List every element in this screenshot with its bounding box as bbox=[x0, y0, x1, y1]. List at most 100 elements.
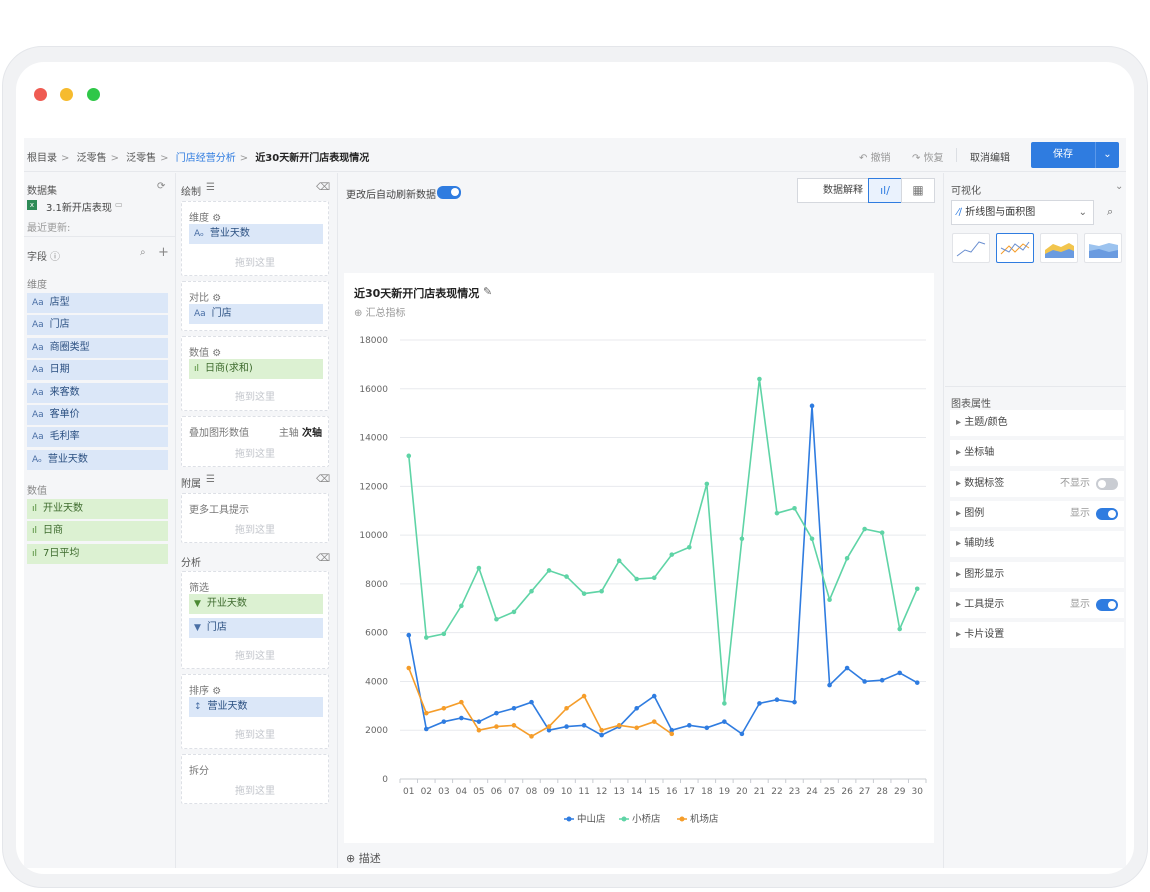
draw-title: 绘制 bbox=[181, 187, 201, 198]
divider bbox=[956, 148, 957, 162]
split-slot[interactable]: 拆分 拖到这里 bbox=[181, 754, 329, 804]
filter-pill-days[interactable]: ▼ 开业天数 bbox=[189, 594, 323, 614]
chevron-down-icon[interactable]: ⌄ bbox=[1095, 142, 1119, 168]
prop-item[interactable]: ▸ 坐标轴 bbox=[950, 440, 1124, 467]
filter-pill-store[interactable]: ▼ 门店 bbox=[189, 618, 323, 638]
overlay-slot[interactable]: 叠加图形数值 主轴 次轴 拖到这里 bbox=[181, 416, 329, 467]
prop-item[interactable]: ▸ 工具提示 显示 bbox=[950, 591, 1124, 618]
dimension-field-item[interactable]: Aₒ 营业天数 bbox=[27, 449, 168, 470]
prop-toggle[interactable] bbox=[1096, 598, 1118, 611]
axis-switch[interactable]: 主轴 次轴 bbox=[278, 428, 322, 439]
multi-line-chart-thumb[interactable] bbox=[996, 233, 1034, 263]
search-icon[interactable]: ⌕ bbox=[140, 247, 146, 258]
close-window-icon[interactable] bbox=[34, 88, 47, 101]
crumb-retail[interactable]: 泛零售 bbox=[76, 153, 107, 164]
info-icon[interactable]: ⓘ bbox=[50, 252, 60, 263]
sort-slot[interactable]: 排序 ⚙ ↕ 营业天数 拖到这里 bbox=[181, 674, 329, 749]
prop-item[interactable]: ▸ 辅助线 bbox=[950, 531, 1124, 558]
chevron-down-icon[interactable]: ⌄ bbox=[1115, 181, 1124, 192]
filter-slot[interactable]: 筛选 ▼ 开业天数 ▼ 门店 拖到这里 bbox=[181, 571, 329, 669]
dimension-slot[interactable]: 维度 ⚙ Aₒ 营业天数 拖到这里 bbox=[181, 201, 329, 276]
refresh-icon[interactable]: ⟳ bbox=[157, 181, 166, 192]
minimize-window-icon[interactable] bbox=[60, 88, 73, 101]
value-slot[interactable]: 数值 ⚙ ıl 日商(求和) 拖到这里 bbox=[181, 336, 329, 411]
x-tick-label: 24 bbox=[806, 787, 818, 797]
maximize-window-icon[interactable] bbox=[87, 88, 100, 101]
summary-metric-button[interactable]: ⊕ 汇总指标 bbox=[354, 308, 406, 319]
settings-icon[interactable]: ☰ bbox=[206, 474, 215, 485]
dimension-pill[interactable]: Aₒ 营业天数 bbox=[189, 224, 323, 244]
dimension-field-item[interactable]: Aa 来客数 bbox=[27, 382, 168, 403]
crumb-store-analysis[interactable]: 门店经营分析 bbox=[175, 153, 236, 164]
dimension-field-item[interactable]: Aa 门店 bbox=[27, 315, 168, 336]
data-point bbox=[406, 665, 412, 671]
measure-field-item[interactable]: ıl 7日平均 bbox=[27, 543, 168, 564]
dimension-field-item[interactable]: Aa 毛利率 bbox=[27, 427, 168, 448]
crumb-retail-2[interactable]: 泛零售 bbox=[126, 153, 157, 164]
series-line bbox=[408, 667, 673, 738]
auto-refresh-toggle[interactable] bbox=[437, 186, 461, 199]
data-point bbox=[476, 565, 482, 571]
clear-icon[interactable]: ⌫ bbox=[316, 553, 331, 564]
line-chart-thumb[interactable] bbox=[952, 233, 990, 263]
dimension-icon: Aₒ bbox=[194, 229, 204, 239]
chart-props-title: 图表属性 bbox=[951, 399, 991, 410]
redo-button[interactable]: ↷ 恢复 bbox=[912, 153, 944, 164]
dimension-field-item[interactable]: Aa 店型 bbox=[27, 293, 168, 313]
data-point bbox=[441, 705, 447, 711]
table-view-icon[interactable]: ▦ bbox=[901, 178, 935, 203]
dimension-field-item[interactable]: Aa 客单价 bbox=[27, 405, 168, 425]
save-button[interactable]: 保存 ⌄ bbox=[1031, 142, 1119, 168]
chart-type-select[interactable]: ⁄∕ 折线图与面积图 ⌄ bbox=[951, 200, 1094, 225]
data-point bbox=[424, 710, 429, 716]
chart-view-icon[interactable]: ıl∕ bbox=[868, 178, 902, 203]
viz-title: 可视化 bbox=[951, 186, 981, 197]
text-field-icon: Aa bbox=[194, 309, 206, 319]
data-point bbox=[581, 723, 587, 728]
viz-panel: 可视化 ⌄ ⁄∕ 折线图与面积图 ⌄ ⌕ 图表属性 ▸ 主题/颜色 ▸ 坐标轴 ▸ … bbox=[945, 173, 1126, 868]
tooltip-slot[interactable]: 更多工具提示 拖到这里 bbox=[181, 493, 329, 543]
compare-pill[interactable]: Aa 门店 bbox=[189, 304, 323, 324]
prop-item[interactable]: ▸ 卡片设置 bbox=[950, 622, 1124, 649]
prop-toggle[interactable] bbox=[1096, 477, 1118, 490]
area-chart-thumb[interactable] bbox=[1040, 233, 1078, 263]
data-point bbox=[564, 574, 569, 579]
prop-item[interactable]: ▸ 主题/颜色 bbox=[950, 410, 1124, 436]
data-point bbox=[687, 545, 692, 550]
search-icon[interactable]: ⌕ bbox=[1107, 205, 1114, 218]
auto-refresh-label: 更改后自动刷新数据 bbox=[346, 190, 436, 201]
clear-icon[interactable]: ⌫ bbox=[316, 474, 331, 485]
edit-title-icon[interactable]: ✎ bbox=[483, 285, 493, 298]
undo-button[interactable]: ↶ 撤销 bbox=[859, 153, 891, 164]
add-icon[interactable]: + bbox=[158, 245, 169, 260]
describe-button[interactable]: ⊕ 描述 bbox=[346, 852, 381, 865]
measure-field-item[interactable]: ıl 日商 bbox=[27, 521, 168, 542]
data-point bbox=[757, 701, 762, 706]
fields-title: 字段 bbox=[27, 252, 47, 263]
gear-icon: ⚙ bbox=[212, 686, 222, 697]
prop-item[interactable]: ▸ 图形显示 bbox=[950, 561, 1124, 588]
dimension-field-item[interactable]: Aa 日期 bbox=[27, 360, 168, 381]
measure-field-item[interactable]: ıl 开业天数 bbox=[27, 499, 168, 519]
dataset-title: 数据集 bbox=[27, 186, 57, 197]
x-tick-label: 17 bbox=[684, 787, 695, 797]
compare-slot[interactable]: 对比 ⚙ Aa 门店 bbox=[181, 281, 329, 331]
dimension-field-item[interactable]: Aa 商圈类型 bbox=[27, 337, 168, 358]
filter-icon: ▼ bbox=[194, 623, 201, 633]
prop-item[interactable]: ▸ 图例 显示 bbox=[950, 500, 1124, 527]
crumb-root[interactable]: 根目录 bbox=[27, 153, 57, 164]
data-point bbox=[914, 680, 920, 685]
filter-icon: ▼ bbox=[194, 599, 201, 609]
prop-toggle[interactable] bbox=[1096, 507, 1118, 520]
clear-icon[interactable]: ⌫ bbox=[316, 182, 331, 193]
stacked-area-chart-thumb[interactable] bbox=[1084, 233, 1122, 263]
x-tick-label: 30 bbox=[912, 787, 924, 797]
value-pill[interactable]: ıl 日商(求和) bbox=[189, 359, 323, 379]
sort-pill[interactable]: ↕ 营业天数 bbox=[189, 697, 323, 717]
prop-item[interactable]: ▸ 数据标签 不显示 bbox=[950, 470, 1124, 497]
data-point bbox=[424, 635, 429, 640]
edit-dataset-icon[interactable]: ▭ bbox=[115, 200, 123, 209]
settings-icon[interactable]: ☰ bbox=[206, 182, 215, 193]
dataset-name[interactable]: 3.1新开店表现 bbox=[46, 203, 112, 214]
cancel-edit-button[interactable]: 取消编辑 bbox=[970, 153, 1010, 164]
